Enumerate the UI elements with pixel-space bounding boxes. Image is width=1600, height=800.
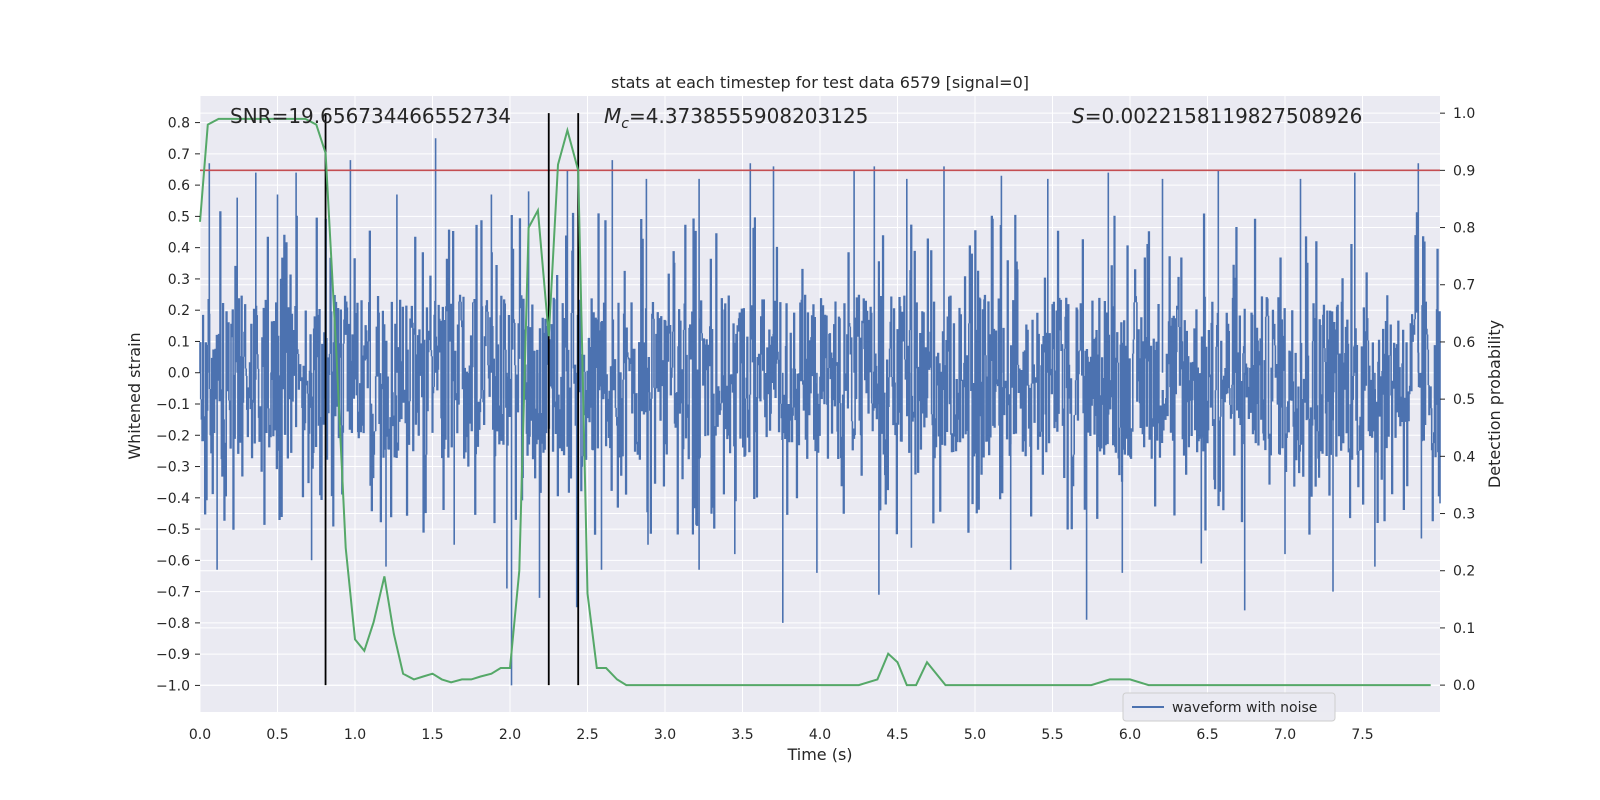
- y2-tick-label: 0.8: [1453, 221, 1475, 237]
- y2-tick-label: 0.6: [1453, 335, 1475, 351]
- x-tick-label: 5.0: [964, 727, 986, 743]
- y-tick-label: 0.3: [168, 272, 190, 288]
- x-tick-label: 5.5: [1041, 727, 1063, 743]
- y-tick-label: 0.6: [168, 178, 190, 194]
- snr-label: SNR: [230, 104, 272, 128]
- y-tick-label: 0.5: [168, 209, 190, 225]
- y-tick-label: 0.2: [168, 303, 190, 319]
- y-tick-label: −0.8: [156, 616, 190, 632]
- y-tick-label: −0.5: [156, 522, 190, 538]
- legend-label: waveform with noise: [1172, 700, 1317, 716]
- x-tick-label: 1.5: [421, 727, 443, 743]
- x-tick-label: 0.0: [189, 727, 211, 743]
- y2-tick-label: 0.9: [1453, 163, 1475, 179]
- x-tick-label: 3.0: [654, 727, 676, 743]
- mc-subscript: c: [621, 116, 629, 132]
- y-tick-label: 0.7: [168, 147, 190, 163]
- y2-axis-label: Detection probability: [1485, 320, 1504, 488]
- x-tick-label: 2.0: [499, 727, 521, 743]
- x-axis-label: Time (s): [786, 745, 852, 764]
- s-label: S: [1072, 104, 1085, 128]
- y-tick-label: −0.6: [156, 553, 190, 569]
- x-tick-label: 2.5: [576, 727, 598, 743]
- y2-tick-label: 0.1: [1453, 621, 1475, 637]
- y2-ticks: 1.0 0.9 0.8 0.7 0.6 0.5 0.4 0.3 0.2 0.1 0.0: [1440, 106, 1475, 694]
- probability-group: [199, 117, 1431, 687]
- y2-tick-label: 1.0: [1453, 106, 1475, 122]
- legend-box: [1122, 692, 1336, 722]
- x-tick-label: 1.0: [344, 727, 366, 743]
- y-ticks: 0.8 0.7 0.6 0.5 0.4 0.3 0.2 0.1 0.0 −0.1 −0.2 −0.3 −…: [156, 116, 200, 694]
- x-tick-label: 3.5: [731, 727, 753, 743]
- y-tick-label: −0.2: [156, 428, 190, 444]
- y2-tick-label: 0.2: [1453, 564, 1475, 580]
- x-tick-label: 4.0: [809, 727, 831, 743]
- x-tick-label: 7.0: [1274, 727, 1296, 743]
- x-tick-label: 0.5: [266, 727, 288, 743]
- y2-tick-label: 0.5: [1453, 392, 1475, 408]
- mc-value: 4.3738555908203125: [646, 104, 869, 128]
- y2-tick-label: 0.0: [1453, 678, 1475, 694]
- y-tick-label: 0.8: [168, 116, 190, 132]
- y2-tick-label: 0.7: [1453, 278, 1475, 294]
- y-tick-label: −0.1: [156, 397, 190, 413]
- y-tick-label: −0.4: [156, 491, 190, 507]
- y-tick-label: 0.4: [168, 241, 190, 257]
- chart-title: stats at each timestep for test data 657…: [611, 73, 1029, 92]
- snr-annotation: SNR=19.656734466552734: [230, 104, 511, 128]
- probability-line: [199, 117, 1431, 687]
- legend: waveform with noise: [1122, 692, 1336, 722]
- y-tick-label: 0.1: [168, 334, 190, 350]
- y2-tick-label: 0.3: [1453, 507, 1475, 523]
- y-tick-label: −0.7: [156, 585, 190, 601]
- mc-annotation: Mc=4.3738555908203125: [604, 104, 868, 132]
- x-tick-label: 6.0: [1119, 727, 1141, 743]
- y-axis-label: Whitened strain: [125, 332, 144, 459]
- y-tick-label: −0.3: [156, 460, 190, 476]
- mc-label: M: [604, 104, 621, 128]
- y-tick-label: 0.0: [168, 366, 190, 382]
- s-value: 0.0022158119827508926: [1101, 104, 1362, 128]
- y-tick-label: −1.0: [156, 678, 190, 694]
- snr-value: 19.656734466552734: [288, 104, 511, 128]
- y2-tick-label: 0.4: [1453, 449, 1475, 465]
- x-tick-label: 4.5: [886, 727, 908, 743]
- x-tick-label: 6.5: [1196, 727, 1218, 743]
- x-ticks: 0.0 0.5 1.0 1.5 2.0 2.5 3.0 3.5 4.0 4.5 5.0 5.5 6.0 6…: [189, 727, 1374, 743]
- s-annotation: S=0.0022158119827508926: [1072, 104, 1362, 128]
- y-tick-label: −0.9: [156, 647, 190, 663]
- x-tick-label: 7.5: [1351, 727, 1373, 743]
